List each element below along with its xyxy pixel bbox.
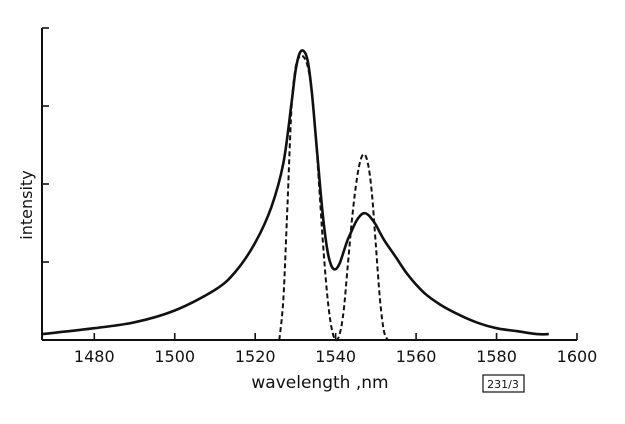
x-tick-label-1560: 1560 — [396, 347, 437, 366]
x-tick-label-1580: 1580 — [476, 347, 517, 366]
x-tick-label-1480: 1480 — [74, 347, 115, 366]
x-tick-label-1600: 1600 — [557, 347, 598, 366]
series-solid-line — [41, 49, 549, 336]
x-tick-label-1500: 1500 — [154, 347, 195, 366]
series-group — [41, 49, 549, 342]
series-dashed-line — [278, 54, 389, 342]
y-axis-label: intensity — [17, 170, 36, 239]
x-tick-label-1540: 1540 — [315, 347, 356, 366]
x-tick-label-1520: 1520 — [235, 347, 276, 366]
x-axis-label: wavelength ,nm — [251, 373, 388, 393]
x-ticks: 1480 1500 1520 1540 1560 1580 1600 — [74, 333, 597, 366]
figure-code-box — [482, 374, 525, 393]
figure-code: 231/3 — [487, 378, 519, 391]
y-ticks — [42, 27, 49, 263]
